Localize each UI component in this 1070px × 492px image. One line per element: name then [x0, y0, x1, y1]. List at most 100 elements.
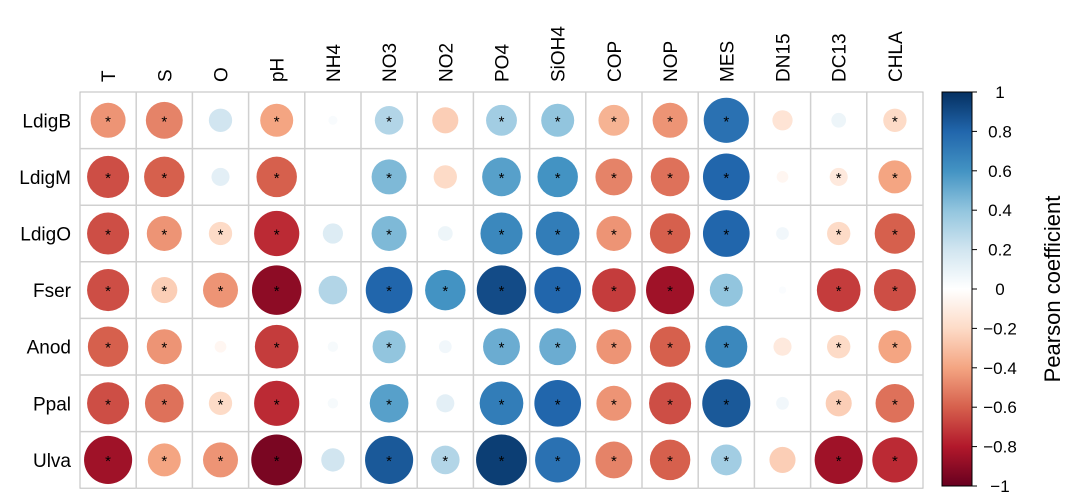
correlation-circle-LdigB-S [145, 101, 183, 139]
correlation-circle-LdigO-DC13 [827, 221, 851, 246]
correlation-circle-Ppal-NOP [649, 382, 692, 425]
correlation-circle-Fser-NO2 [425, 269, 466, 311]
significance-marker: * [218, 396, 224, 413]
significance-marker: * [161, 396, 167, 413]
correlation-circle-LdigB-NO3 [374, 106, 404, 135]
legend-tick-label: −0.4 [983, 359, 1017, 378]
correlation-circle-Ulva-MES [710, 444, 742, 476]
significance-marker: * [667, 396, 673, 413]
legend-title: Pearson coefficient [1040, 196, 1065, 383]
correlation-circle-Ppal-S [144, 383, 184, 423]
correlation-circle-Anod-O [214, 340, 227, 353]
legend-tick-label: 0.4 [988, 201, 1012, 220]
significance-marker: * [892, 170, 898, 187]
column-label-DC13: DC13 [830, 33, 851, 82]
correlation-circle-LdigB-pH [260, 103, 294, 137]
correlation-circle-LdigM-DN15 [776, 171, 789, 183]
correlation-circle-LdigO-SiOH4 [535, 211, 580, 256]
significance-marker: * [667, 170, 673, 187]
correlation-circle-LdigB-NH4 [328, 115, 338, 125]
legend-tick-label: 0 [995, 280, 1004, 299]
correlation-circle-Fser-SiOH4 [534, 266, 582, 314]
correlation-circle-LdigB-PO4 [486, 104, 517, 136]
column-label-NO2: NO2 [436, 43, 457, 82]
row-label-Fser: Fser [33, 281, 72, 302]
significance-marker: * [386, 170, 392, 187]
significance-marker: * [836, 170, 842, 187]
significance-marker: * [836, 227, 842, 244]
correlation-circle-LdigO-O [208, 221, 233, 246]
correlation-circle-LdigO-T [87, 212, 130, 255]
correlation-circle-LdigO-MES [702, 210, 750, 257]
column-label-PO4: PO4 [493, 44, 514, 82]
significance-marker: * [555, 340, 561, 357]
correlation-circle-Ppal-DC13 [825, 390, 852, 417]
significance-marker: * [274, 170, 280, 187]
correlation-circle-LdigM-DC13 [829, 167, 848, 186]
correlation-circle-LdigO-NO3 [371, 215, 407, 252]
column-label-T: T [99, 70, 120, 82]
significance-marker: * [892, 113, 898, 130]
column-label-MES: MES [717, 41, 738, 82]
correlation-circle-Anod-PO4 [483, 328, 520, 366]
correlation-circle-Fser-CHLA [873, 269, 916, 312]
correlation-circle-Fser-T [87, 269, 130, 312]
significance-marker: * [555, 283, 561, 300]
significance-marker: * [274, 113, 280, 130]
column-label-S: S [155, 69, 176, 82]
correlation-circle-Fser-COP [592, 268, 636, 312]
correlation-circle-LdigM-pH [256, 156, 297, 198]
column-label-pH: pH [268, 58, 289, 82]
correlation-circle-Ppal-PO4 [479, 381, 524, 426]
correlation-circle-Fser-NO3 [365, 266, 413, 314]
correlation-circle-LdigB-NO2 [432, 107, 459, 134]
correlation-circle-LdigB-DN15 [772, 110, 793, 131]
significance-marker: * [105, 113, 111, 130]
row-label-LdigM: LdigM [19, 168, 71, 189]
significance-marker: * [723, 283, 729, 300]
correlation-circle-Ppal-NO3 [369, 383, 409, 423]
correlation-circle-LdigB-CHLA [883, 108, 907, 132]
significance-marker: * [105, 396, 111, 413]
significance-marker: * [892, 340, 898, 357]
significance-marker: * [105, 340, 111, 357]
significance-marker: * [218, 283, 224, 300]
correlation-circle-Anod-DN15 [773, 337, 792, 356]
correlation-circle-Fser-DN15 [778, 286, 787, 294]
significance-marker: * [161, 113, 167, 130]
row-label-Ppal: Ppal [33, 394, 71, 415]
significance-marker: * [386, 113, 392, 130]
significance-marker: * [611, 396, 617, 413]
significance-marker: * [836, 453, 842, 470]
column-label-NH4: NH4 [324, 44, 345, 82]
significance-marker: * [442, 283, 448, 300]
significance-marker: * [218, 227, 224, 244]
correlation-circle-Anod-CHLA [878, 330, 912, 364]
correlation-circle-Fser-O [202, 272, 239, 308]
correlation-circle-LdigB-NOP [652, 102, 688, 138]
column-label-SiOH4: SiOH4 [549, 26, 570, 82]
correlation-circle-Ulva-DC13 [814, 435, 863, 484]
correlation-circle-Anod-NO2 [438, 340, 452, 354]
correlation-circle-Ppal-DN15 [776, 396, 789, 410]
column-label-O: O [212, 67, 233, 82]
legend-tick-label: −1 [990, 477, 1009, 492]
correlation-circle-Ppal-NH4 [327, 398, 339, 409]
significance-marker: * [218, 453, 224, 470]
color-legend: 1 0.8 0.6 0.4 0.2 0 −0.2 −0.4 −0.6 −0.8 −1 Pearson … [941, 83, 1065, 492]
correlation-circle-Ulva-CHLA [872, 437, 918, 483]
correlation-circle-LdigM-CHLA [878, 160, 912, 194]
significance-marker: * [555, 453, 561, 470]
correlation-circle-LdigB-O [208, 108, 233, 132]
significance-marker: * [723, 453, 729, 470]
significance-marker: * [555, 396, 561, 413]
significance-marker: * [723, 227, 729, 244]
significance-marker: * [386, 340, 392, 357]
legend-tick-label: −0.6 [983, 398, 1017, 417]
significance-marker: * [442, 453, 448, 470]
correlation-circle-Anod-NOP [649, 326, 691, 367]
significance-marker: * [723, 113, 729, 130]
column-label-NOP: NOP [661, 41, 682, 82]
significance-marker: * [161, 340, 167, 357]
column-label-DN15: DN15 [774, 33, 795, 82]
